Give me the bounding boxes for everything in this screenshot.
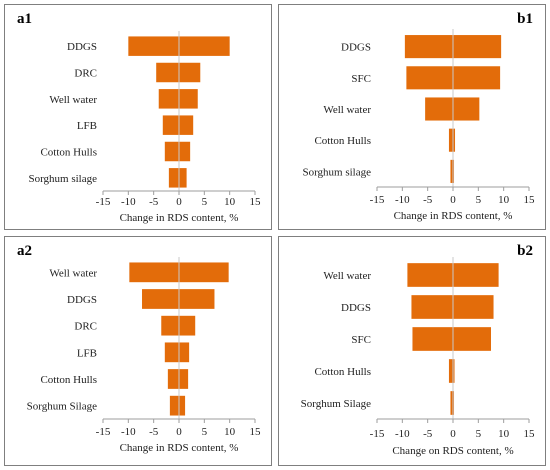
x-tick-label: -15 [370,428,385,440]
x-tick-label: 5 [202,196,208,208]
bar [168,168,187,188]
x-tick-label: -15 [96,426,111,438]
x-tick-label: 5 [476,194,482,206]
bar [450,391,455,415]
panel-label: b1 [517,11,533,27]
x-tick-label: -10 [121,196,136,208]
x-tick-label: 15 [524,428,536,440]
tornado-chart: DDGS DRC Well water LFB Cotton Hulls Sorghum … [28,31,262,224]
x-tick-label: -15 [96,196,111,208]
bar [142,289,215,309]
bar [411,295,494,319]
x-tick-label: -5 [423,428,433,440]
bar [448,359,455,383]
x-tick-label: 15 [250,426,262,438]
bar [161,315,196,336]
x-tick-label: 0 [176,426,182,438]
category-label: Well water [323,104,371,116]
x-tick-label: -5 [423,194,433,206]
x-tick-label: -5 [149,196,159,208]
bar [164,342,190,363]
x-axis-label: Change in RDS content, % [394,210,513,222]
category-label: Well water [49,267,97,279]
category-label: Sorghum silage [302,166,371,178]
category-label: DDGS [67,294,97,306]
x-tick-label: 5 [476,428,482,440]
x-tick-label: 0 [176,196,182,208]
x-tick-label: 10 [498,428,510,440]
chart-panel-b2: b2 Well water DDGS SFC Cotton Hulls Sorghum … [278,236,546,466]
category-label: Sorghum Silage [27,401,98,413]
panel-label: b2 [517,243,533,259]
x-tick-label: 10 [224,426,236,438]
x-tick-label: -10 [395,194,410,206]
category-label: Sorghum silage [28,173,97,185]
category-label: Sorghum Silage [301,398,372,410]
x-axis-label: Change in RDS content, % [120,212,239,224]
category-label: Well water [323,270,371,282]
category-label: Cotton Hulls [40,374,97,386]
category-label: Cotton Hulls [314,135,371,147]
x-tick-label: -10 [395,428,410,440]
x-tick-label: 10 [224,196,236,208]
category-label: SFC [351,73,371,85]
bar [162,115,194,135]
category-label: DDGS [67,41,97,53]
tornado-chart: Well water DDGS DRC LFB Cotton Hulls Sorghum … [27,257,262,454]
category-label: DDGS [341,42,371,54]
x-axis-label: Change in RDS content, % [120,442,239,454]
bar [425,97,480,121]
category-label: SFC [351,334,371,346]
category-label: DRC [74,321,97,333]
x-tick-label: 15 [250,196,262,208]
x-tick-label: 15 [524,194,536,206]
x-tick-label: -15 [370,194,385,206]
bar [450,159,455,183]
category-label: DRC [74,68,97,80]
x-tick-label: 0 [450,428,456,440]
chart-panel-b1: b1 DDGS SFC Well water Cotton Hulls Sorghum … [278,4,546,230]
bar [156,62,201,83]
x-tick-label: 0 [450,194,456,206]
chart-panel-a2: a2 Well water DDGS DRC LFB Cotton Hulls Sorgh… [4,236,272,466]
panel-label: a1 [17,11,32,27]
bar [167,369,189,389]
category-label: LFB [77,347,97,359]
category-label: Cotton Hulls [314,366,371,378]
bar [412,327,491,351]
category-label: Cotton Hulls [40,147,97,159]
tornado-chart: DDGS SFC Well water Cotton Hulls Sorghum sil… [302,29,536,222]
category-label: LFB [77,120,97,132]
category-label: Well water [49,94,97,106]
bar [448,128,456,152]
bar [164,141,191,162]
category-label: DDGS [341,302,371,314]
bar [169,395,186,416]
tornado-chart: Well water DDGS SFC Cotton Hulls Sorghum Sil… [301,257,536,457]
bar [158,89,198,109]
panel-label: a2 [17,243,32,259]
x-tick-label: 5 [202,426,208,438]
x-tick-label: -5 [149,426,159,438]
chart-panel-a1: a1 DDGS DRC Well water LFB Cotton Hulls Sorgh… [4,4,272,230]
x-tick-label: -10 [121,426,136,438]
x-tick-label: 10 [498,194,510,206]
x-axis-label: Change on RDS content, % [392,445,513,457]
